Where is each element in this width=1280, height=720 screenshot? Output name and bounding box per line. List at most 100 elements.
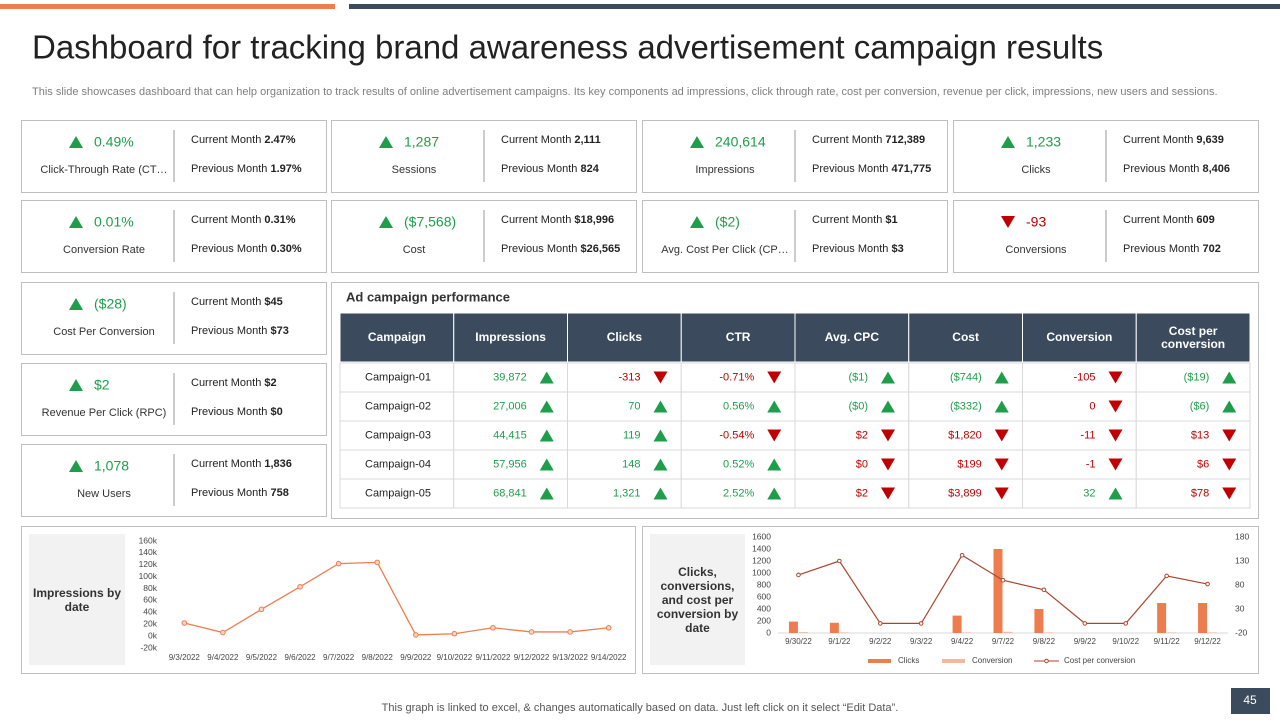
marker	[374, 559, 381, 566]
previous-label: Previous Month	[191, 243, 267, 255]
trend-icon	[1108, 487, 1123, 500]
current-label: Current Month	[1123, 134, 1193, 146]
kpi-value: ($7,568)	[404, 214, 456, 230]
y-tick-label: 200	[757, 615, 771, 625]
cell-value: 39,872	[493, 371, 527, 383]
marker	[412, 632, 419, 638]
campaign-name: Campaign-02	[365, 400, 431, 412]
header-cell	[567, 312, 682, 363]
marker	[181, 620, 188, 626]
cell-value: 70	[628, 400, 640, 412]
cell-value: 0	[1089, 400, 1095, 412]
trend-icon	[1108, 458, 1123, 471]
trend-icon	[539, 371, 554, 384]
y-tick-label: 1200	[752, 555, 771, 565]
trend-icon	[690, 216, 704, 228]
marker	[1164, 573, 1169, 579]
bar	[829, 622, 839, 633]
header-cell-text: Impressions	[475, 331, 546, 344]
header-cell	[794, 312, 910, 363]
kpi-previous: Previous Month $26,565	[501, 243, 620, 255]
header-cell-text: Campaign	[368, 331, 426, 344]
trend-icon	[881, 400, 895, 413]
table-cell	[794, 420, 910, 451]
bar	[1003, 631, 1013, 633]
table-cell	[1022, 420, 1137, 451]
cell-value: $13	[1191, 429, 1209, 441]
marker	[220, 629, 226, 636]
x-tick-label: 9/3/22	[910, 637, 933, 646]
kpi-previous: Previous Month $0	[191, 406, 283, 418]
column-header: CTR	[725, 330, 751, 344]
previous-value: 8,406	[1203, 163, 1231, 175]
kpi-previous: Previous Month 0.30%	[191, 243, 302, 255]
header-cell-text: Cost	[952, 330, 979, 344]
marker	[796, 572, 801, 578]
cell-value: 27,006	[493, 400, 527, 412]
kpi-previous: Previous Month 702	[1123, 243, 1221, 255]
column-header: Cost	[952, 330, 979, 344]
current-value: 712,389	[885, 134, 925, 146]
legend-swatch	[1044, 658, 1049, 664]
header-cell	[1022, 312, 1137, 363]
x-tick-label: 9/3/2022	[169, 653, 201, 662]
kpi-previous: Previous Month 758	[191, 487, 289, 499]
page-number: 45	[1243, 693, 1257, 707]
previous-label: Previous Month	[191, 325, 267, 337]
table-cell	[1022, 449, 1137, 480]
previous-value: $73	[271, 325, 289, 337]
kpi-value: 1,078	[94, 458, 129, 474]
cell-value: -0.54%	[719, 429, 754, 441]
kpi-label: New Users	[77, 488, 131, 500]
kpi-current: Current Month 609	[1123, 214, 1215, 226]
y-tick-label: 1600	[752, 531, 771, 541]
kpi-previous: Previous Month 1.97%	[191, 163, 302, 175]
previous-label: Previous Month	[1123, 163, 1199, 175]
y-tick-label: -20k	[140, 642, 157, 652]
bar	[839, 632, 849, 633]
legend-swatch	[942, 659, 965, 663]
current-value: 609	[1196, 214, 1214, 226]
table-cell	[1135, 449, 1251, 480]
marker	[451, 630, 458, 637]
table-title: Ad campaign performance	[346, 289, 510, 304]
title: Dashboard for tracking brand awareness a…	[32, 29, 1103, 66]
kpi-current: Current Month 2,111	[501, 134, 601, 146]
current-label: Current Month	[812, 134, 882, 146]
y-tick-label: 80k	[143, 583, 157, 593]
trend-icon	[1108, 429, 1123, 442]
trend-icon	[767, 487, 782, 500]
x-tick-label: 9/10/2022	[437, 653, 473, 662]
bar	[798, 632, 808, 633]
trend-icon	[69, 216, 83, 228]
current-label: Current Month	[191, 458, 261, 470]
marker	[335, 560, 342, 567]
cell-value: ($19)	[1184, 371, 1210, 383]
current-label: Current Month	[191, 134, 261, 146]
current-value: 0.31%	[264, 214, 295, 226]
x-tick-label: 9/11/2022	[475, 653, 511, 662]
kpi-value: 240,614	[715, 134, 766, 150]
x-tick-label: 9/11/22	[1154, 637, 1181, 646]
y-tick-label: 100k	[139, 571, 158, 581]
kpi-value: ($28)	[94, 296, 127, 312]
trend-icon	[1001, 216, 1015, 228]
y-tick-label: 1000	[752, 567, 771, 577]
campaign-name: Campaign-01	[365, 371, 431, 383]
marker	[877, 621, 883, 626]
cell-value: -1	[1086, 458, 1096, 470]
trend-icon	[994, 458, 1009, 471]
table-cell	[339, 391, 455, 422]
previous-value: 1.97%	[271, 163, 302, 175]
current-value: 2.47%	[264, 134, 295, 146]
kpi-label: Conversion Rate	[63, 244, 145, 256]
previous-value: $3	[892, 243, 904, 255]
table-cell	[339, 362, 455, 393]
trend-icon	[379, 136, 393, 148]
legend-label: Cost per conversion	[1064, 656, 1135, 665]
marker	[605, 624, 612, 631]
cell-value: ($0)	[848, 400, 868, 412]
y-tick-label: 800	[757, 579, 771, 589]
trend-icon	[69, 136, 83, 148]
